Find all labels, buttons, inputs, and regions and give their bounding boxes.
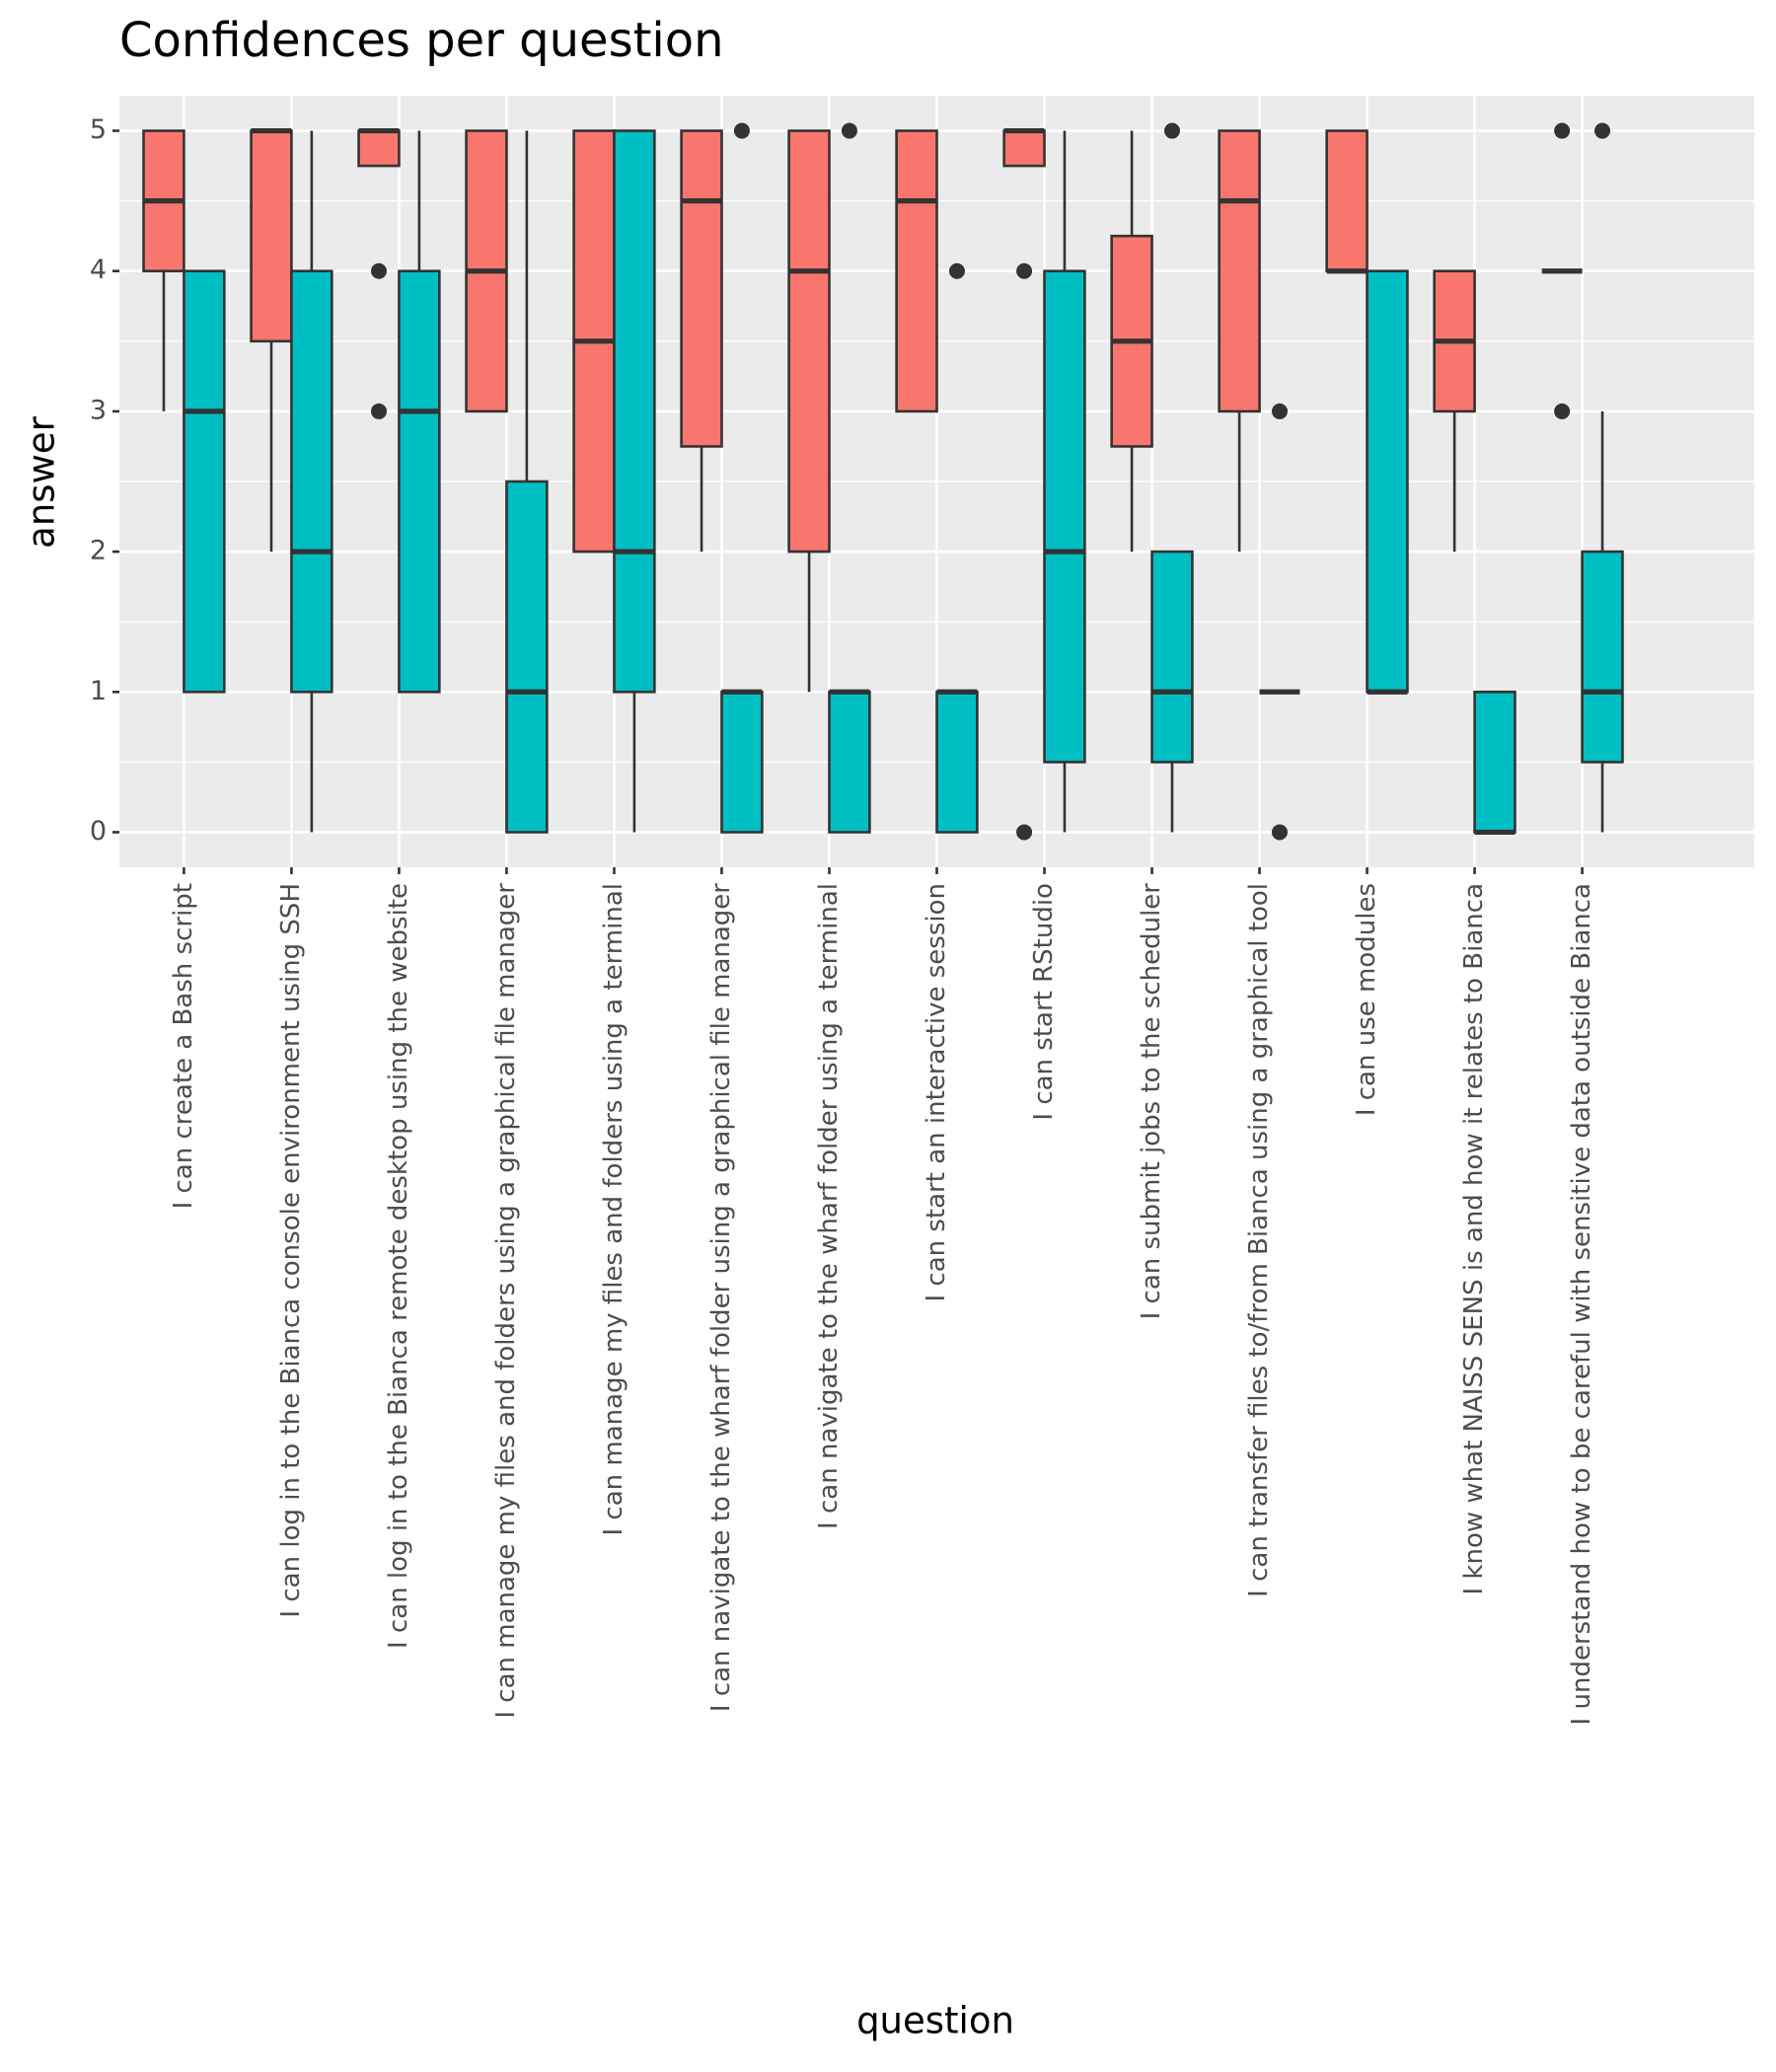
outlier <box>1016 262 1033 279</box>
outlier <box>1016 824 1033 841</box>
box <box>935 690 979 834</box>
y-axis-title: answer <box>21 415 63 548</box>
box-group <box>465 129 508 413</box>
box-group <box>398 130 441 694</box>
box <box>613 129 656 694</box>
outlier <box>1271 403 1288 419</box>
x-tick-label: I can log in to the Bianca console envir… <box>276 883 306 1618</box>
box <box>505 480 549 834</box>
x-tick-label: I can transfer files to/from Bianca usin… <box>1244 883 1274 1597</box>
box-group <box>183 269 226 694</box>
outlier <box>1554 122 1571 139</box>
x-tick-label: I can log in to the Bianca remote deskto… <box>384 883 413 1649</box>
box <box>1150 550 1194 764</box>
outlier <box>370 262 387 279</box>
box-group <box>1043 130 1086 833</box>
box <box>290 269 333 694</box>
box-group <box>1581 122 1624 833</box>
box-group <box>1473 690 1517 836</box>
outlier <box>1554 403 1571 419</box>
chart-title: Confidences per question <box>119 13 724 68</box>
outlier <box>1594 122 1611 139</box>
box <box>1325 129 1369 273</box>
y-tick-label: 2 <box>90 536 107 566</box>
box <box>398 269 441 694</box>
box-group <box>290 130 333 833</box>
box-group <box>1366 269 1409 695</box>
y-tick-label: 4 <box>90 255 107 285</box>
outlier <box>733 122 750 139</box>
box-group <box>1150 122 1194 833</box>
box <box>1043 269 1086 764</box>
box-group <box>572 129 616 554</box>
box-group <box>1218 129 1261 553</box>
x-tick-label: I can manage my files and folders using … <box>599 883 629 1536</box>
box-group <box>720 122 764 834</box>
box <box>183 269 226 694</box>
outlier <box>948 262 965 279</box>
box-group <box>787 129 831 693</box>
box <box>895 129 938 413</box>
box <box>680 129 723 448</box>
x-axis-title: question <box>856 2000 1014 2042</box>
box <box>357 129 401 168</box>
box-group <box>1325 129 1369 274</box>
box-group <box>357 127 401 419</box>
box-group <box>680 129 723 553</box>
x-tick-label: I understand how to be careful with sens… <box>1567 883 1596 1725</box>
x-tick-label: I can submit jobs to the scheduler <box>1137 883 1166 1320</box>
y-tick-label: 0 <box>90 816 107 847</box>
box <box>1218 129 1261 413</box>
box-group <box>1541 122 1583 419</box>
box-group <box>142 129 185 411</box>
y-tick-label: 3 <box>90 395 107 425</box>
box-group <box>1259 403 1300 841</box>
y-tick-label: 5 <box>90 114 107 145</box>
box-group <box>895 129 938 413</box>
x-tick-label: I can manage my files and folders using … <box>491 883 521 1719</box>
box <box>250 129 293 343</box>
x-tick-label: I know what NAISS SENS is and how it rel… <box>1459 883 1489 1595</box>
x-tick-label: I can navigate to the wharf folder using… <box>706 883 736 1712</box>
outlier <box>370 403 387 419</box>
box <box>1581 550 1624 764</box>
box-group <box>935 262 979 834</box>
box <box>1473 690 1517 834</box>
box <box>787 129 831 554</box>
outlier <box>1163 122 1180 139</box>
outlier <box>1271 824 1288 841</box>
x-tick-label: I can use modules <box>1352 883 1381 1116</box>
x-tick-label: I can start an interactive session <box>922 883 951 1302</box>
box-group <box>250 127 293 553</box>
x-tick-label: I can start RStudio <box>1029 883 1059 1121</box>
y-tick-label: 1 <box>90 676 107 706</box>
box <box>1366 269 1409 694</box>
box <box>1002 129 1046 168</box>
box-group <box>1002 127 1046 841</box>
box-group <box>1433 269 1476 553</box>
box-group <box>1110 130 1153 553</box>
box-group <box>505 130 549 834</box>
box-group <box>828 122 871 834</box>
box-group <box>613 129 656 833</box>
box <box>720 690 764 834</box>
x-tick-label: I can navigate to the wharf folder using… <box>814 883 844 1529</box>
outlier <box>841 122 857 139</box>
box <box>828 690 871 834</box>
x-tick-label: I can create a Bash script <box>169 883 198 1209</box>
